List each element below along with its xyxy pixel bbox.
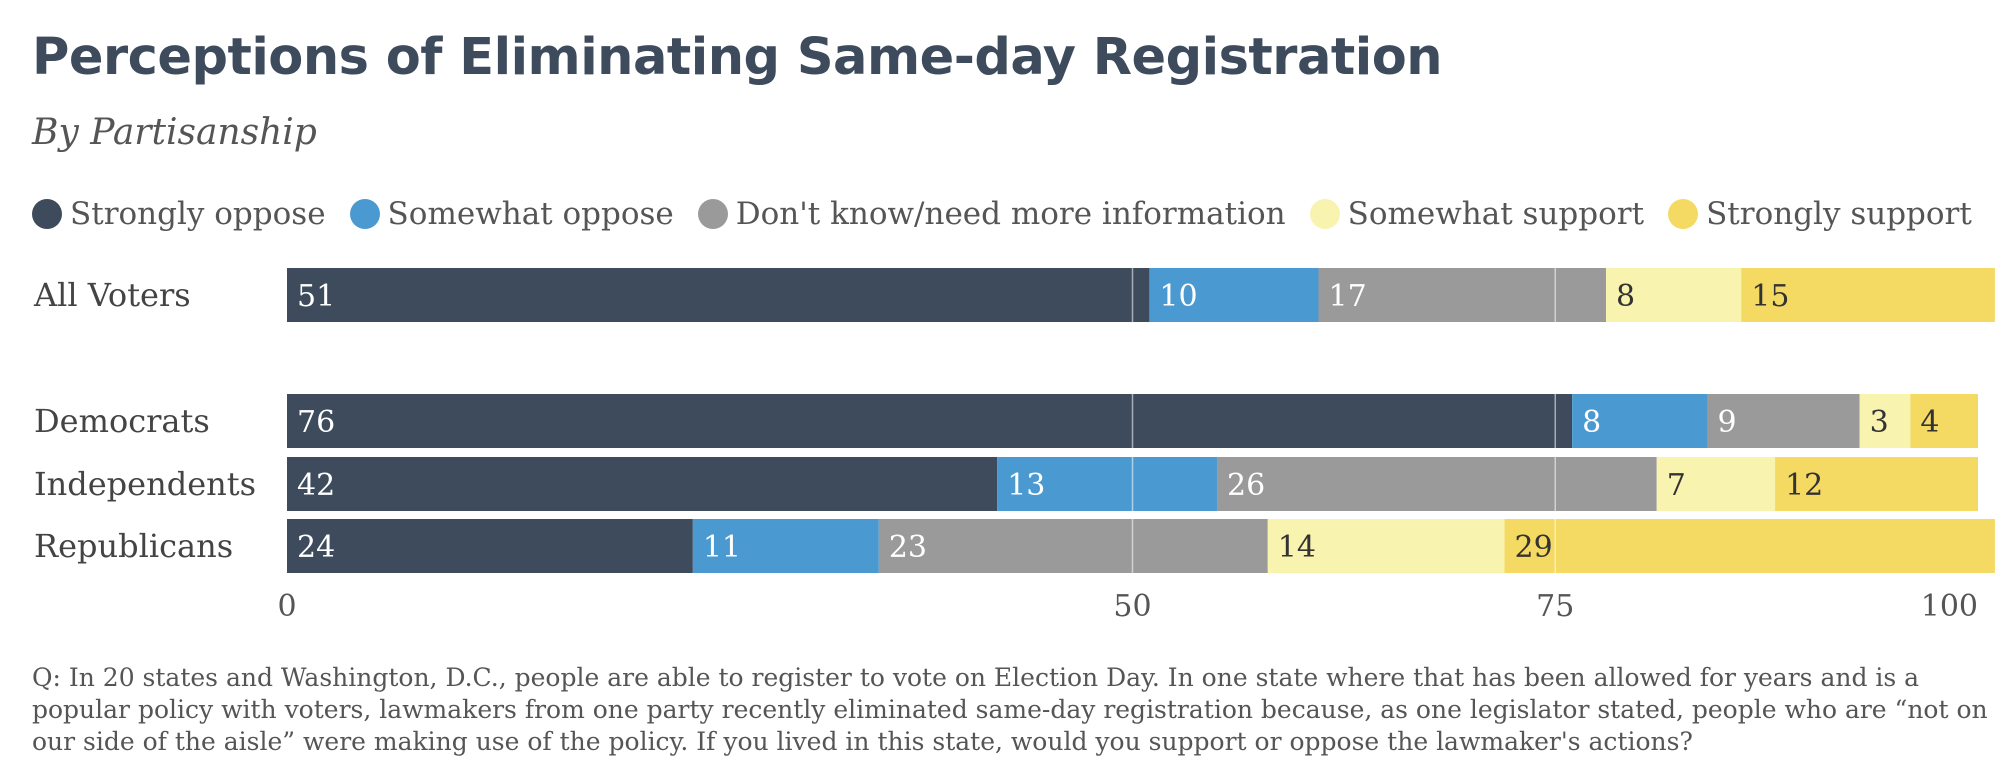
- legend-swatch: [349, 199, 380, 229]
- bar-segment: [287, 268, 1150, 322]
- bar-segment: [1859, 394, 1911, 448]
- data-label: 13: [1007, 468, 1045, 503]
- legend: Strongly oppose Somewhat oppose Don't know…: [32, 196, 1996, 232]
- data-label: 76: [297, 405, 335, 440]
- legend-label: Somewhat oppose: [387, 196, 674, 232]
- bar-segment: [1741, 268, 1995, 322]
- category-label: All Voters: [33, 276, 191, 314]
- legend-swatch: [32, 199, 62, 229]
- legend-swatch: [697, 199, 728, 229]
- bar-segment: [692, 519, 879, 573]
- legend-swatch: [1668, 199, 1699, 229]
- category-label: Democrats: [34, 402, 210, 440]
- bar-segment: [287, 457, 998, 511]
- legend-item: Somewhat support: [1309, 196, 1645, 232]
- legend-label: Somewhat support: [1347, 196, 1645, 232]
- data-label: 4: [1920, 405, 1939, 440]
- data-label: 12: [1785, 468, 1823, 503]
- x-tick-label: 75: [1536, 589, 1574, 624]
- data-label: 7: [1667, 468, 1686, 503]
- bar-segment: [287, 519, 693, 573]
- stacked-bar-chart: All Voters 51 10 17 8 15 Democrats 76 8 9 3 4 Indepe…: [33, 268, 1995, 624]
- data-label: 24: [297, 530, 335, 565]
- legend-item: Strongly oppose: [32, 196, 326, 232]
- data-label: 42: [297, 468, 335, 503]
- legend-item: Somewhat oppose: [349, 196, 674, 232]
- x-tick-label: 100: [1921, 589, 1978, 624]
- legend-label: Strongly oppose: [70, 196, 326, 232]
- bar-segment: [1707, 394, 1860, 448]
- legend-label: Strongly support: [1706, 196, 1972, 232]
- data-label: 11: [703, 530, 741, 565]
- data-label: 8: [1616, 279, 1635, 314]
- legend-label: Don't know/need more information: [735, 196, 1286, 232]
- bar-segment: [1775, 457, 1978, 511]
- bar-segment: [1656, 457, 1776, 511]
- data-label: 14: [1278, 530, 1316, 565]
- data-label: 51: [297, 279, 335, 314]
- bar-segment: [1910, 394, 1978, 448]
- category-label: Republicans: [34, 527, 233, 565]
- survey-question: Q: In 20 states and Washington, D.C., pe…: [32, 663, 1988, 756]
- data-label: 10: [1159, 279, 1197, 314]
- legend-item: Don't know/need more information: [697, 196, 1286, 232]
- bar-segment: [1267, 519, 1505, 573]
- chart-title: Perceptions of Eliminating Same-day Regi…: [32, 28, 1443, 87]
- bar-segment: [1217, 457, 1657, 511]
- data-label: 29: [1515, 530, 1553, 565]
- bar-segment: [1605, 268, 1742, 322]
- bar-segment: [1149, 268, 1319, 322]
- bar-segment: [878, 519, 1268, 573]
- data-label: 17: [1329, 279, 1367, 314]
- chart-subtitle: By Partisanship: [32, 112, 317, 153]
- legend-swatch: [1309, 199, 1340, 229]
- bar-segment: [1572, 394, 1708, 448]
- category-label: Independents: [34, 465, 256, 503]
- data-label: 23: [889, 530, 927, 565]
- bar-segment: [1504, 519, 1995, 573]
- x-tick-label: 50: [1113, 589, 1151, 624]
- bar-segment: [1318, 268, 1606, 322]
- data-label: 8: [1582, 405, 1601, 440]
- bar-segment: [997, 457, 1218, 511]
- legend-item: Strongly support: [1668, 196, 1972, 232]
- x-tick-label: 0: [277, 589, 296, 624]
- data-label: 9: [1717, 405, 1736, 440]
- data-label: 15: [1751, 279, 1789, 314]
- bar-segment: [287, 394, 1573, 448]
- data-label: 26: [1227, 468, 1265, 503]
- data-label: 3: [1870, 405, 1889, 440]
